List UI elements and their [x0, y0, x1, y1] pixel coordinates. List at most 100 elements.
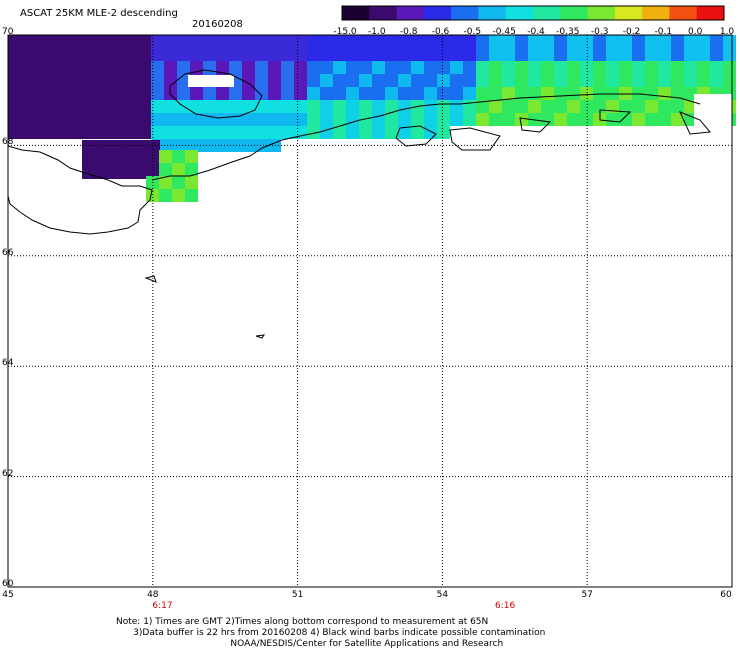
data-cell	[8, 87, 21, 100]
data-cell	[255, 74, 268, 87]
data-cell	[372, 35, 385, 48]
colorbar-swatch	[533, 6, 561, 20]
data-cell	[281, 100, 294, 113]
data-cell	[21, 48, 34, 61]
data-cell	[320, 35, 333, 48]
data-cell	[723, 74, 736, 87]
data-cell	[112, 87, 125, 100]
data-cell	[437, 61, 450, 74]
data-cell	[346, 126, 359, 139]
data-cell	[697, 35, 710, 48]
data-cell	[146, 163, 159, 176]
data-cell	[95, 140, 108, 153]
data-cell	[99, 100, 112, 113]
data-cell	[346, 100, 359, 113]
data-cell	[671, 113, 684, 126]
data-cell	[684, 100, 697, 113]
data-cell	[294, 74, 307, 87]
data-cell	[34, 113, 47, 126]
data-cell	[632, 35, 645, 48]
data-cell	[60, 113, 73, 126]
data-cell	[73, 61, 86, 74]
data-cell	[515, 61, 528, 74]
data-cell	[320, 87, 333, 100]
data-cell	[385, 48, 398, 61]
data-cell	[34, 100, 47, 113]
data-cell	[333, 100, 346, 113]
data-cell	[645, 74, 658, 87]
data-cell	[528, 100, 541, 113]
data-cell	[489, 100, 502, 113]
data-cell	[398, 100, 411, 113]
data-cell	[359, 48, 372, 61]
data-cell	[229, 48, 242, 61]
data-cell	[658, 74, 671, 87]
data-cell	[125, 126, 138, 139]
data-cell	[86, 48, 99, 61]
data-cell	[60, 100, 73, 113]
coastline-kanin	[151, 93, 701, 181]
data-cell	[8, 35, 21, 48]
data-cell	[489, 113, 502, 126]
data-cell	[229, 61, 242, 74]
data-cell	[307, 35, 320, 48]
data-cell	[73, 74, 86, 87]
data-cell	[463, 100, 476, 113]
colorbar	[341, 5, 725, 21]
colorbar-tick-label: -0.4	[527, 27, 545, 37]
data-cell	[108, 166, 121, 179]
data-cell	[268, 35, 281, 48]
data-cell	[99, 74, 112, 87]
colorbar-tick-label: -0.5	[463, 27, 482, 37]
data-cell	[203, 35, 216, 48]
data-cell	[333, 35, 346, 48]
data-cell	[177, 61, 190, 74]
data-cell	[294, 61, 307, 74]
data-cell	[424, 48, 437, 61]
data-cell	[476, 113, 489, 126]
data-cell	[632, 74, 645, 87]
data-cell	[528, 48, 541, 61]
data-cell	[268, 100, 281, 113]
data-cell	[86, 35, 99, 48]
latitude-label: 66	[2, 247, 14, 258]
data-cell	[172, 150, 185, 163]
longitude-label: 51	[291, 590, 304, 600]
data-cell	[255, 113, 268, 126]
note-line-3: NOAA/NESDIS/Center for Satellite Applica…	[116, 639, 504, 649]
colorbar-swatch	[669, 6, 698, 20]
data-cell	[684, 48, 697, 61]
data-cell	[255, 139, 268, 152]
data-cell	[47, 74, 60, 87]
data-cell	[82, 153, 95, 166]
data-cell	[632, 48, 645, 61]
data-cell	[47, 113, 60, 126]
colorbar-swatch	[587, 6, 616, 20]
data-cell	[242, 100, 255, 113]
colorbar-swatch	[342, 6, 370, 20]
latitude-label: 68	[2, 137, 14, 148]
data-cell	[73, 87, 86, 100]
data-cell	[619, 48, 632, 61]
colorbar-swatch	[614, 6, 643, 20]
data-cell	[580, 74, 593, 87]
data-cell	[385, 74, 398, 87]
data-cell	[489, 35, 502, 48]
data-cell	[424, 35, 437, 48]
data-cell	[619, 61, 632, 74]
coastline-small-island	[144, 275, 266, 339]
no-data-gap	[694, 94, 732, 134]
longitude-label: 45	[2, 590, 14, 600]
data-cell	[47, 87, 60, 100]
data-cell	[411, 61, 424, 74]
data-cell	[82, 140, 95, 153]
data-cell	[255, 126, 268, 139]
data-cell	[632, 113, 645, 126]
time-label: 6:16	[495, 601, 516, 611]
data-cell	[567, 61, 580, 74]
data-cell	[567, 74, 580, 87]
data-cell	[242, 126, 255, 139]
data-cell	[242, 61, 255, 74]
data-cell	[411, 126, 424, 139]
